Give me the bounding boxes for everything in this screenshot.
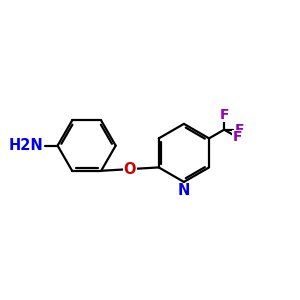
Text: N: N [178, 183, 190, 198]
Text: F: F [232, 130, 242, 144]
Text: O: O [124, 162, 136, 177]
Text: F: F [219, 108, 229, 122]
Text: H2N: H2N [8, 138, 43, 153]
Text: F: F [235, 123, 244, 137]
